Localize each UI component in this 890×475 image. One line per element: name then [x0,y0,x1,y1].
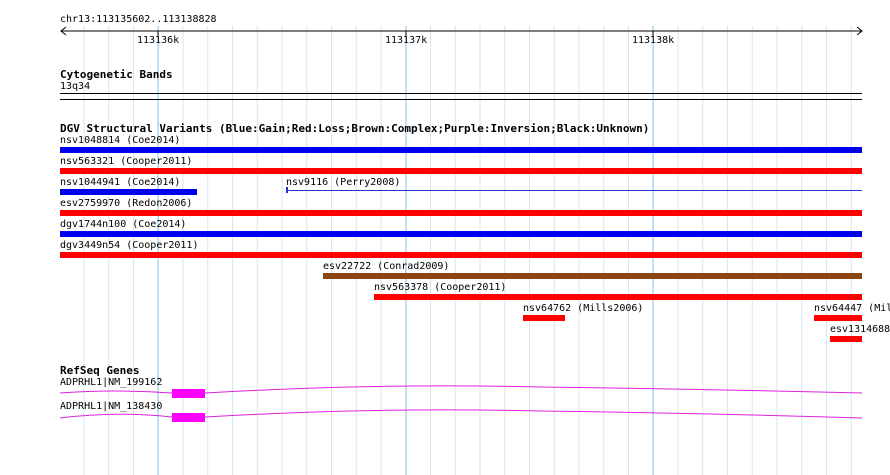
gain-variant-bar[interactable] [60,189,197,195]
thin-variant-tick [286,187,288,193]
variant-label: nsv1048814 (Coe2014) [60,135,181,146]
refseq-track-title[interactable]: RefSeq Genes [60,364,140,377]
dgv-track-title[interactable]: DGV Structural Variants (Blue:Gain;Red:L… [60,122,650,135]
variant-label: nsv563321 (Cooper2011) [60,156,193,167]
loss-variant-bar[interactable] [60,168,862,174]
gain-variant-bar[interactable] [60,231,862,237]
variant-label: esv1314688 [830,324,890,335]
cytoband-track-title[interactable]: Cytogenetic Bands [60,68,173,81]
ruler-tick-label: 113137k [385,35,428,46]
loss-variant-bar[interactable] [523,315,565,321]
variant-label: nsv563378 (Cooper2011) [374,282,507,293]
variant-label: nsv64762 (Mills2006) [523,303,644,314]
locus-label: chr13:113135602..113138828 [60,14,217,25]
loss-variant-bar[interactable] [830,336,862,342]
gene-exon[interactable] [172,389,205,398]
cytoband-bar-top [60,93,862,94]
gene-label: ADPRHL1|NM_138430 [60,401,163,412]
complex-variant-bar[interactable] [323,273,862,279]
variant-label: nsv1044941 (Coe2014) [60,177,181,188]
loss-variant-bar[interactable] [60,252,862,258]
ruler-tick-label: 113138k [632,35,675,46]
gene-model[interactable] [0,385,890,405]
ruler-tick-label: 113136k [137,35,180,46]
gene-label: ADPRHL1|NM_199162 [60,377,163,388]
loss-variant-bar[interactable] [814,315,862,321]
variant-label: nsv64447 (Mil [814,303,890,314]
variant-label: esv22722 (Conrad2009) [323,261,450,272]
gene-model[interactable] [0,409,890,429]
cytoband-label: 13q34 [60,81,91,92]
variant-label: esv2759970 (Redon2006) [60,198,193,209]
variant-label: dgv3449n54 (Cooper2011) [60,240,199,251]
variant-label: dgv1744n100 (Coe2014) [60,219,187,230]
variant-label: nsv9116 (Perry2008) [286,177,401,188]
gain-variant-bar[interactable] [60,147,862,153]
thin-variant-line[interactable] [286,190,862,191]
gene-exon[interactable] [172,413,205,422]
loss-variant-bar[interactable] [60,210,862,216]
ruler-axis[interactable] [0,0,890,50]
cytoband-bar-bottom[interactable] [60,99,862,100]
loss-variant-bar[interactable] [374,294,862,300]
